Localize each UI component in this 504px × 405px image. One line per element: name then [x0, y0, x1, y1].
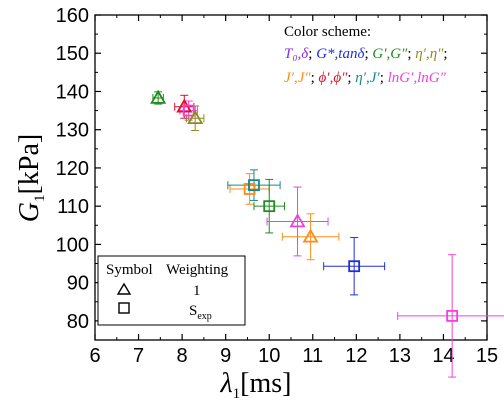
error-bar — [397, 254, 504, 378]
y-axis-symbol: G — [14, 202, 45, 222]
color-scheme-entry: η′,η″ — [415, 46, 444, 62]
y-axis-subscript: 1 — [32, 194, 48, 202]
x-tick-label: 8 — [177, 345, 188, 367]
x-tick-label: 13 — [389, 345, 411, 367]
y-tick-label: 90 — [67, 273, 89, 295]
legend: Symbol Weighting 1 Sexp — [97, 255, 246, 326]
color-scheme-title: Color scheme: — [284, 24, 371, 40]
y-tick-label: 130 — [56, 120, 89, 142]
color-scheme-entry: G*,tanδ — [316, 46, 365, 62]
legend-triangle-marker — [116, 282, 132, 295]
square-marker — [446, 310, 459, 322]
square-marker — [263, 200, 276, 213]
color-scheme-separator: ; — [308, 46, 316, 62]
legend-square-marker — [118, 302, 130, 314]
triangle-marker — [289, 213, 306, 228]
square-marker — [248, 179, 260, 192]
triangle-marker — [150, 89, 167, 104]
y-tick-label: 140 — [56, 81, 89, 103]
x-tick-label: 12 — [345, 345, 367, 367]
square-marker — [348, 260, 361, 273]
error-bar — [281, 213, 340, 261]
color-scheme-row-2: J′,J″; ϕ′,ϕ″; η′,J′; lnG′,lnG″ — [284, 70, 447, 86]
color-scheme-entry: η′,J′ — [355, 70, 380, 86]
error-bars — [152, 91, 504, 378]
legend-weighting-2: Sexp — [189, 303, 212, 322]
error-bar — [253, 178, 285, 234]
x-axis-subscript: 1 — [233, 386, 241, 402]
y-axis-title: G1[kPa] — [14, 134, 48, 222]
triangle-marker — [187, 109, 204, 125]
x-tick-label: 6 — [89, 345, 100, 367]
x-tick-label: 7 — [133, 345, 144, 367]
legend-weighting-2-main: S — [189, 303, 197, 319]
x-tick-label: 11 — [302, 345, 323, 367]
legend-weighting-2-sub: exp — [197, 311, 211, 322]
x-axis-symbol: λ — [220, 368, 233, 399]
color-scheme-row-1: T₀,δ; G*,tanδ; G′,G″; η′,η″; — [284, 46, 448, 62]
y-tick-labels: 80 90 100 110 120 130 140 150 160 — [56, 5, 89, 333]
color-scheme-entry: G′,G″ — [372, 46, 408, 62]
error-bar — [323, 237, 386, 296]
x-axis-title: λ1[ms] — [220, 368, 292, 402]
color-scheme-separator: ; — [443, 46, 447, 62]
color-scheme-entry: lnG′,lnG″ — [388, 70, 447, 86]
color-scheme-entry: J′,J″ — [284, 70, 311, 86]
data-markers — [150, 89, 459, 322]
color-scheme-separator: ; — [380, 70, 388, 86]
color-scheme-separator: ; — [407, 46, 415, 62]
y-tick-label: 150 — [56, 43, 89, 65]
x-tick-label: 10 — [258, 345, 280, 367]
color-scheme-separator: ; — [347, 70, 355, 86]
y-tick-label: 110 — [57, 196, 89, 218]
legend-col-weighting: Weighting — [166, 262, 229, 278]
legend-weighting-1: 1 — [193, 283, 201, 299]
y-tick-label: 80 — [67, 311, 89, 333]
x-tick-labels: 6 7 8 9 10 11 12 13 14 15 — [89, 345, 498, 367]
color-scheme-separator: ; — [311, 70, 319, 86]
y-tick-label: 100 — [56, 234, 89, 256]
color-scheme-entry: T₀,δ — [284, 46, 309, 62]
y-axis-unit: [kPa] — [14, 134, 45, 195]
square-marker — [182, 104, 195, 117]
x-tick-label: 9 — [220, 345, 231, 367]
axis-ticks — [94, 14, 488, 340]
triangle-marker — [302, 228, 319, 243]
color-scheme-annotation: Color scheme: T₀,δ; G*,tanδ; G′,G″; η′,η… — [284, 24, 448, 86]
color-scheme-separator: ; — [364, 46, 372, 62]
x-tick-label: 15 — [476, 345, 498, 367]
y-tick-label: 120 — [56, 158, 89, 180]
y-tick-label: 160 — [56, 5, 89, 27]
legend-col-symbol: Symbol — [106, 262, 153, 278]
x-axis-unit: [ms] — [240, 368, 291, 399]
x-tick-label: 14 — [432, 345, 454, 367]
color-scheme-entry: ϕ′,ϕ″ — [319, 70, 349, 86]
error-bar — [266, 186, 329, 257]
